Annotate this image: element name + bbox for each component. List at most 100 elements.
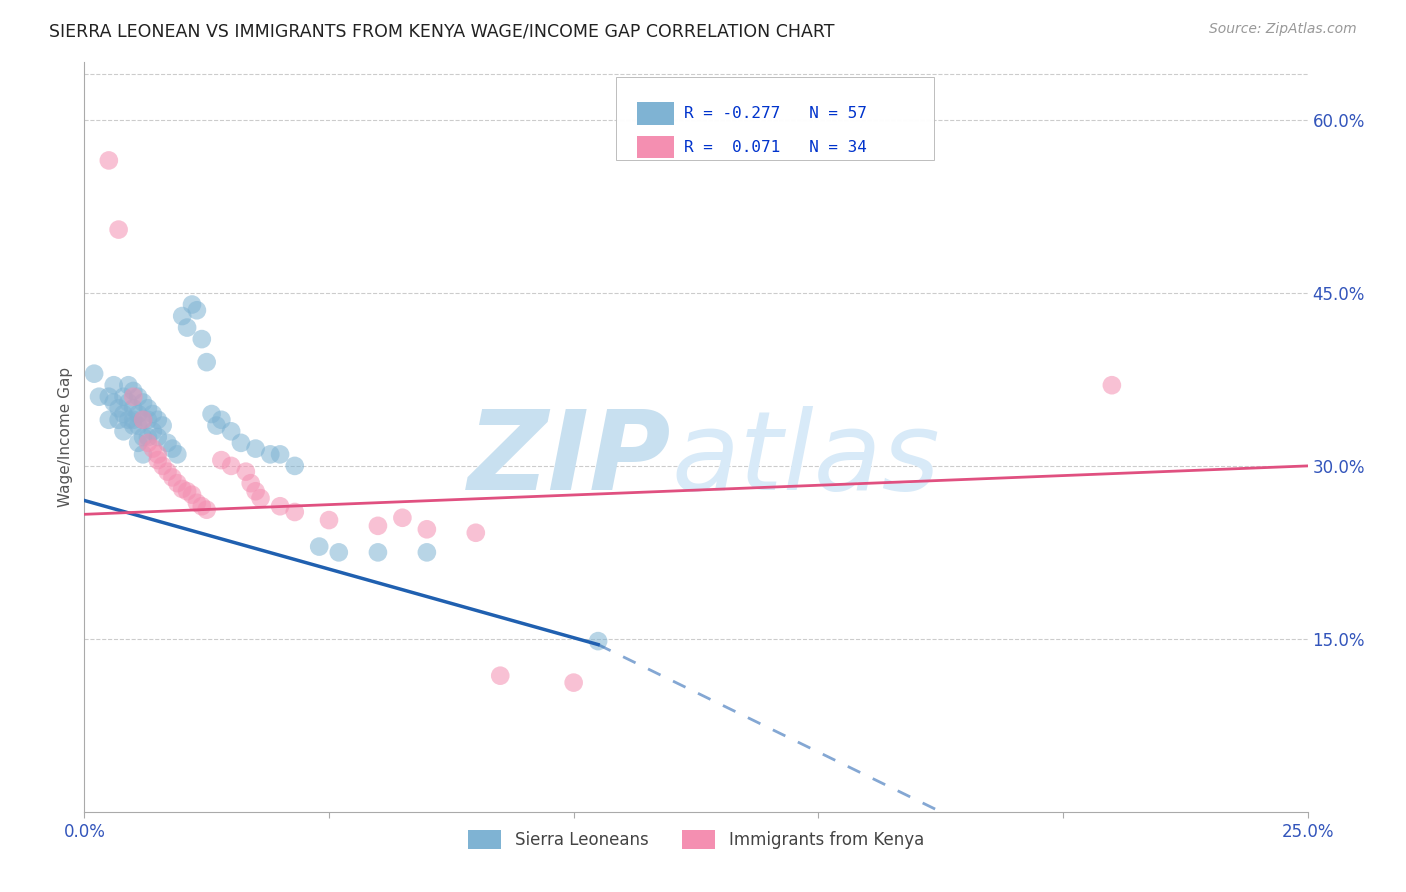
Point (127, 435, 149, 450)
Point (156, 435, 179, 450)
Point (284, 505, 307, 519)
Point (195, 502, 218, 516)
Point (209, 413, 232, 427)
Point (146, 430, 169, 444)
Point (489, 669, 512, 683)
Point (117, 378, 139, 392)
Point (259, 447, 281, 461)
Point (229, 435, 252, 450)
Point (416, 545, 439, 559)
Point (166, 447, 188, 461)
Point (146, 453, 169, 467)
Point (205, 418, 228, 433)
Point (127, 407, 149, 421)
Point (142, 407, 165, 421)
Point (172, 482, 194, 496)
Point (132, 413, 155, 427)
Point (103, 395, 125, 409)
Text: atlas: atlas (672, 406, 941, 513)
Point (122, 390, 145, 404)
Point (245, 442, 267, 456)
Text: SIERRA LEONEAN VS IMMIGRANTS FROM KENYA WAGE/INCOME GAP CORRELATION CHART: SIERRA LEONEAN VS IMMIGRANTS FROM KENYA … (49, 22, 835, 40)
FancyBboxPatch shape (637, 136, 673, 159)
Point (162, 470, 184, 484)
Point (132, 447, 155, 461)
Point (269, 447, 291, 461)
Point (562, 675, 585, 690)
Point (136, 401, 159, 416)
Point (112, 407, 135, 421)
Point (97, 153, 120, 168)
Point (127, 390, 149, 404)
Point (239, 476, 262, 491)
Point (132, 395, 155, 409)
Point (367, 545, 389, 559)
Point (142, 442, 165, 456)
Point (107, 222, 129, 236)
Point (152, 418, 174, 433)
Point (122, 401, 145, 416)
Point (391, 510, 413, 524)
Point (172, 309, 194, 323)
Point (132, 430, 155, 444)
Point (117, 395, 139, 409)
Point (464, 525, 486, 540)
Point (142, 425, 165, 439)
Point (103, 378, 125, 392)
Point (269, 500, 291, 514)
Point (136, 413, 159, 427)
Point (328, 545, 350, 559)
Point (162, 442, 184, 456)
Point (146, 447, 169, 461)
Point (308, 540, 330, 554)
Point (367, 519, 389, 533)
Text: Source: ZipAtlas.com: Source: ZipAtlas.com (1209, 22, 1357, 37)
Point (136, 435, 159, 450)
Point (166, 476, 188, 491)
Point (127, 418, 149, 433)
Point (586, 634, 609, 648)
Point (318, 513, 340, 527)
Point (191, 500, 214, 514)
Point (176, 320, 198, 334)
Point (209, 453, 232, 467)
Point (152, 458, 174, 473)
Y-axis label: Wage/Income Gap: Wage/Income Gap (58, 367, 73, 508)
Point (195, 355, 218, 369)
Point (186, 496, 208, 510)
Point (181, 488, 204, 502)
Point (107, 401, 129, 416)
Point (132, 413, 155, 427)
Point (176, 484, 198, 499)
Point (249, 491, 271, 505)
Point (156, 465, 179, 479)
Point (122, 418, 145, 433)
Point (191, 332, 214, 346)
Point (122, 413, 145, 427)
Point (97, 390, 120, 404)
Legend: Sierra Leoneans, Immigrants from Kenya: Sierra Leoneans, Immigrants from Kenya (461, 823, 931, 855)
Text: R =  0.071   N = 34: R = 0.071 N = 34 (683, 140, 866, 154)
Point (245, 484, 267, 499)
Point (416, 522, 439, 536)
Text: ZIP: ZIP (468, 406, 672, 513)
Point (235, 465, 257, 479)
Point (87, 390, 110, 404)
Point (107, 413, 129, 427)
Text: R = -0.277   N = 57: R = -0.277 N = 57 (683, 106, 866, 121)
Point (112, 390, 135, 404)
Point (181, 297, 204, 311)
Point (83, 367, 105, 381)
Point (117, 413, 139, 427)
Point (146, 413, 169, 427)
Point (122, 384, 145, 398)
FancyBboxPatch shape (616, 78, 935, 160)
Point (1101, 378, 1123, 392)
Point (219, 458, 242, 473)
Point (284, 458, 307, 473)
Point (219, 425, 242, 439)
Point (97, 413, 120, 427)
Point (200, 407, 222, 421)
Point (136, 430, 159, 444)
FancyBboxPatch shape (637, 103, 673, 125)
